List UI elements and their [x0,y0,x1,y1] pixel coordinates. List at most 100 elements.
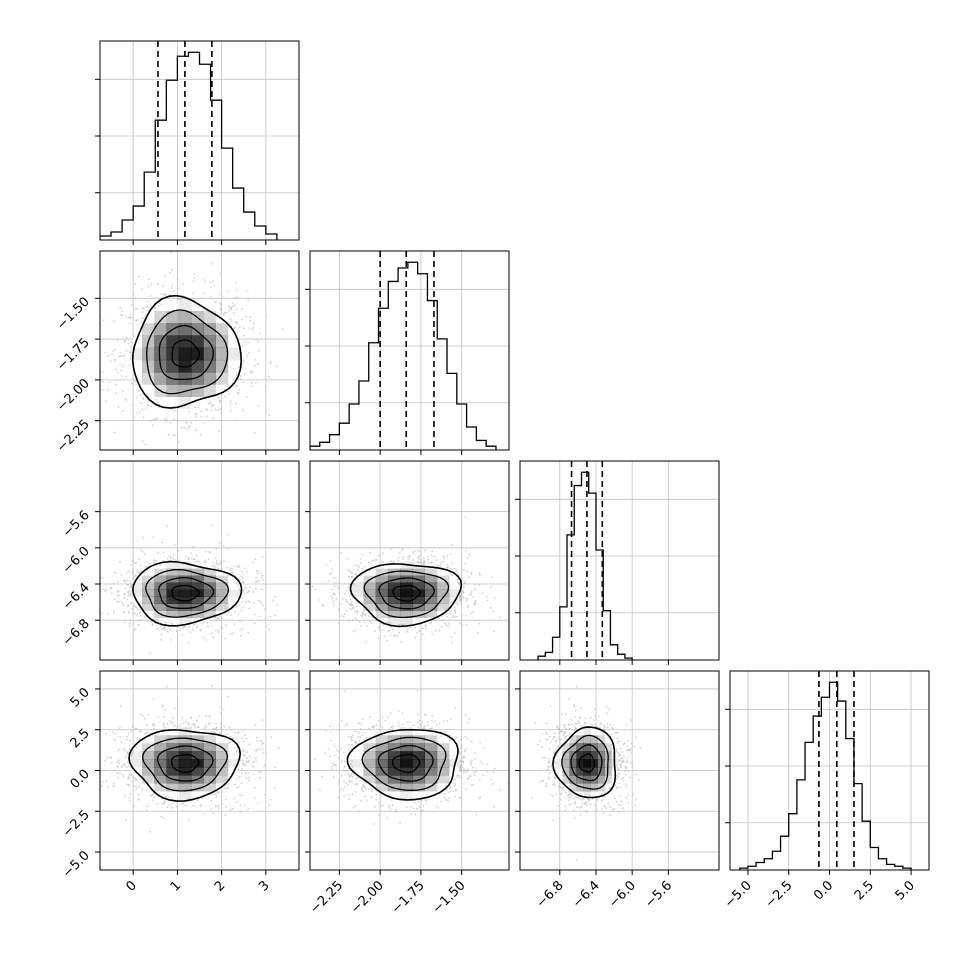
density-cell [129,589,143,597]
sample-point [229,633,232,635]
sample-point [202,279,205,281]
sample-point [164,275,167,278]
sample-point [125,571,128,574]
density-cell [227,589,241,597]
sample-point [330,595,333,597]
sample-point [191,557,193,559]
sample-point [473,602,476,605]
sample-point [206,622,209,624]
sample-point [212,564,215,567]
sample-point [96,407,98,409]
sample-point [161,627,164,630]
sample-point [119,307,122,310]
sample-point [301,555,303,557]
density-panel-3-0: 0 1 2 3−5.0−2.50.02.55.0 [60,670,300,895]
density-cell [203,384,216,397]
sample-point [420,561,423,564]
sample-point [224,395,227,398]
sample-point [470,571,473,574]
sample-point [218,430,221,432]
sample-point [234,402,237,405]
density-cell [215,589,229,597]
sample-point [133,575,136,578]
sample-point [135,396,138,398]
sample-point [162,285,165,287]
sample-point [104,351,106,354]
density-cell [400,603,413,611]
density-cell [141,603,155,611]
sample-point [114,348,117,351]
sample-point [144,443,147,446]
sample-point [424,625,427,627]
sample-point [345,609,348,612]
sample-point [213,565,216,568]
sample-point [113,431,116,434]
sample-point [336,581,338,583]
sample-point [134,627,137,630]
sample-point [128,593,131,596]
sample-point [351,619,354,622]
sample-point [125,587,127,590]
sample-point [215,561,218,564]
sample-point [456,603,459,606]
density-cell [424,603,438,611]
sample-point [238,588,241,591]
sample-point [232,304,235,307]
sample-point [359,625,362,627]
density-cell [191,384,204,397]
sample-point [368,562,370,564]
sample-point [171,284,174,287]
sample-point [188,426,191,429]
sample-point [131,317,134,320]
sample-point [242,359,245,362]
sample-point [350,571,353,573]
histogram-line [537,471,633,660]
sample-point [242,341,245,344]
density-cell [351,582,364,590]
y-tick-label: −2.25 [54,417,93,456]
density-cell [178,310,192,324]
sample-point [142,536,145,539]
sample-point [123,611,125,613]
sample-point [406,556,409,559]
sample-point [407,558,410,561]
sample-point [397,546,400,549]
density-cell [191,347,204,361]
sample-point [123,581,126,583]
sample-point [440,562,442,564]
sample-point [235,321,238,324]
sample-point [391,628,394,631]
sample-point [478,584,481,586]
sample-point [265,752,268,754]
density-cell [227,347,241,361]
density-cell [178,359,192,373]
sample-point [130,341,133,344]
sample-point [490,586,492,588]
sample-point [134,574,137,577]
sample-point [110,762,113,764]
sample-point [460,598,462,601]
sample-point [129,322,132,325]
density-cell [215,323,229,336]
sample-point [185,555,188,558]
sample-point [347,601,349,604]
sample-point [154,418,157,421]
sample-point [159,625,162,627]
sample-point [139,411,142,414]
sample-point [226,614,229,616]
sample-point [339,615,342,617]
sample-point [147,310,150,312]
sample-point [460,577,463,579]
sample-point [232,327,235,330]
sample-point [261,604,264,607]
density-cell [154,589,167,597]
density-cell [154,568,167,576]
density-cell [129,347,143,361]
density-cell [215,582,229,590]
panel-content [101,524,278,655]
sample-point [122,410,125,412]
sample-point [335,598,338,601]
sample-point [382,552,384,555]
sample-point [172,290,175,292]
sample-point [234,321,236,323]
